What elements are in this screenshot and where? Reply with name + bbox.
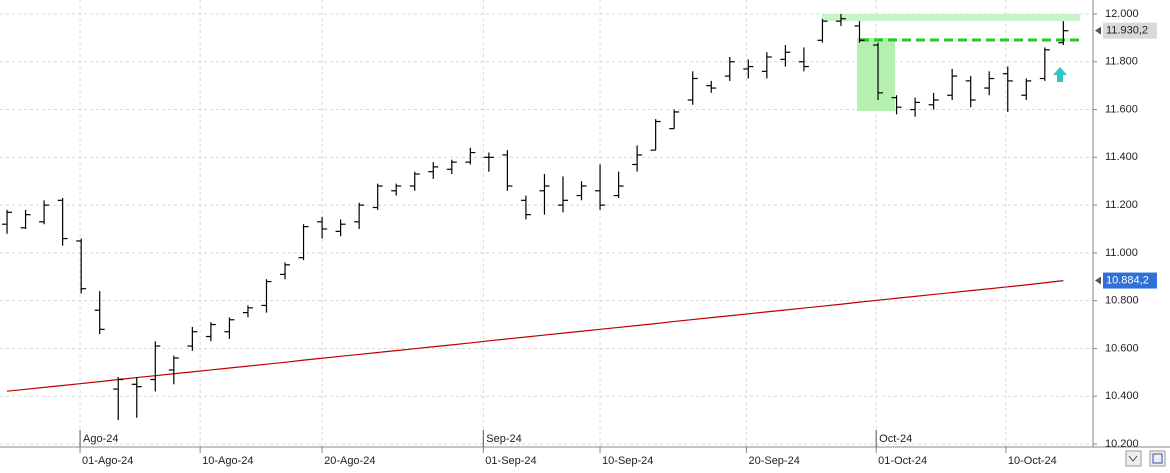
x-tick-label: 20-Sep-24	[748, 455, 799, 467]
save-button[interactable]	[1149, 450, 1166, 467]
price-pointer	[1095, 276, 1101, 285]
y-tick-label: 10.600	[1105, 342, 1139, 354]
x-tick-label: 20-Ago-24	[324, 455, 375, 467]
resistance-band	[822, 14, 1080, 21]
y-tick-label: 10.200	[1105, 438, 1139, 450]
price-box	[1103, 272, 1157, 289]
highlight-zone	[857, 38, 895, 111]
y-tick-label: 11.800	[1105, 56, 1138, 68]
save-icon	[1152, 453, 1163, 464]
y-tick-label: 11.000	[1105, 247, 1138, 259]
moving-average-line	[6, 280, 1064, 392]
y-tick-label: 11.400	[1105, 151, 1138, 163]
x-tick-label: 10-Oct-24	[1008, 455, 1057, 467]
y-tick-label: 11.600	[1105, 103, 1138, 115]
y-tick-label: 10.800	[1105, 295, 1139, 307]
y-tick-label: 12.000	[1105, 8, 1139, 20]
chevron-icon	[1128, 455, 1138, 462]
up-arrow	[1053, 67, 1067, 82]
y-tick-label: 10.400	[1105, 390, 1139, 402]
x-tick-label: 01-Sep-24	[485, 455, 536, 467]
x-tick-label: 10-Ago-24	[202, 455, 253, 467]
period-label: Ago-24	[83, 433, 118, 445]
price-label: 11.930,2	[1106, 25, 1148, 37]
price-pointer	[1095, 26, 1101, 35]
x-tick-label: 01-Ago-24	[82, 455, 133, 467]
grid-layer	[0, 0, 1093, 447]
scroll-button[interactable]	[1125, 450, 1142, 467]
price-box	[1103, 22, 1157, 39]
y-tick-label: 11.200	[1105, 199, 1138, 211]
period-label: Sep-24	[486, 433, 521, 445]
x-tick-label: 10-Sep-24	[602, 455, 653, 467]
x-tick-label: 01-Oct-24	[878, 455, 927, 467]
price-label: 10.884,2	[1106, 274, 1149, 286]
period-label: Oct-24	[879, 433, 912, 445]
